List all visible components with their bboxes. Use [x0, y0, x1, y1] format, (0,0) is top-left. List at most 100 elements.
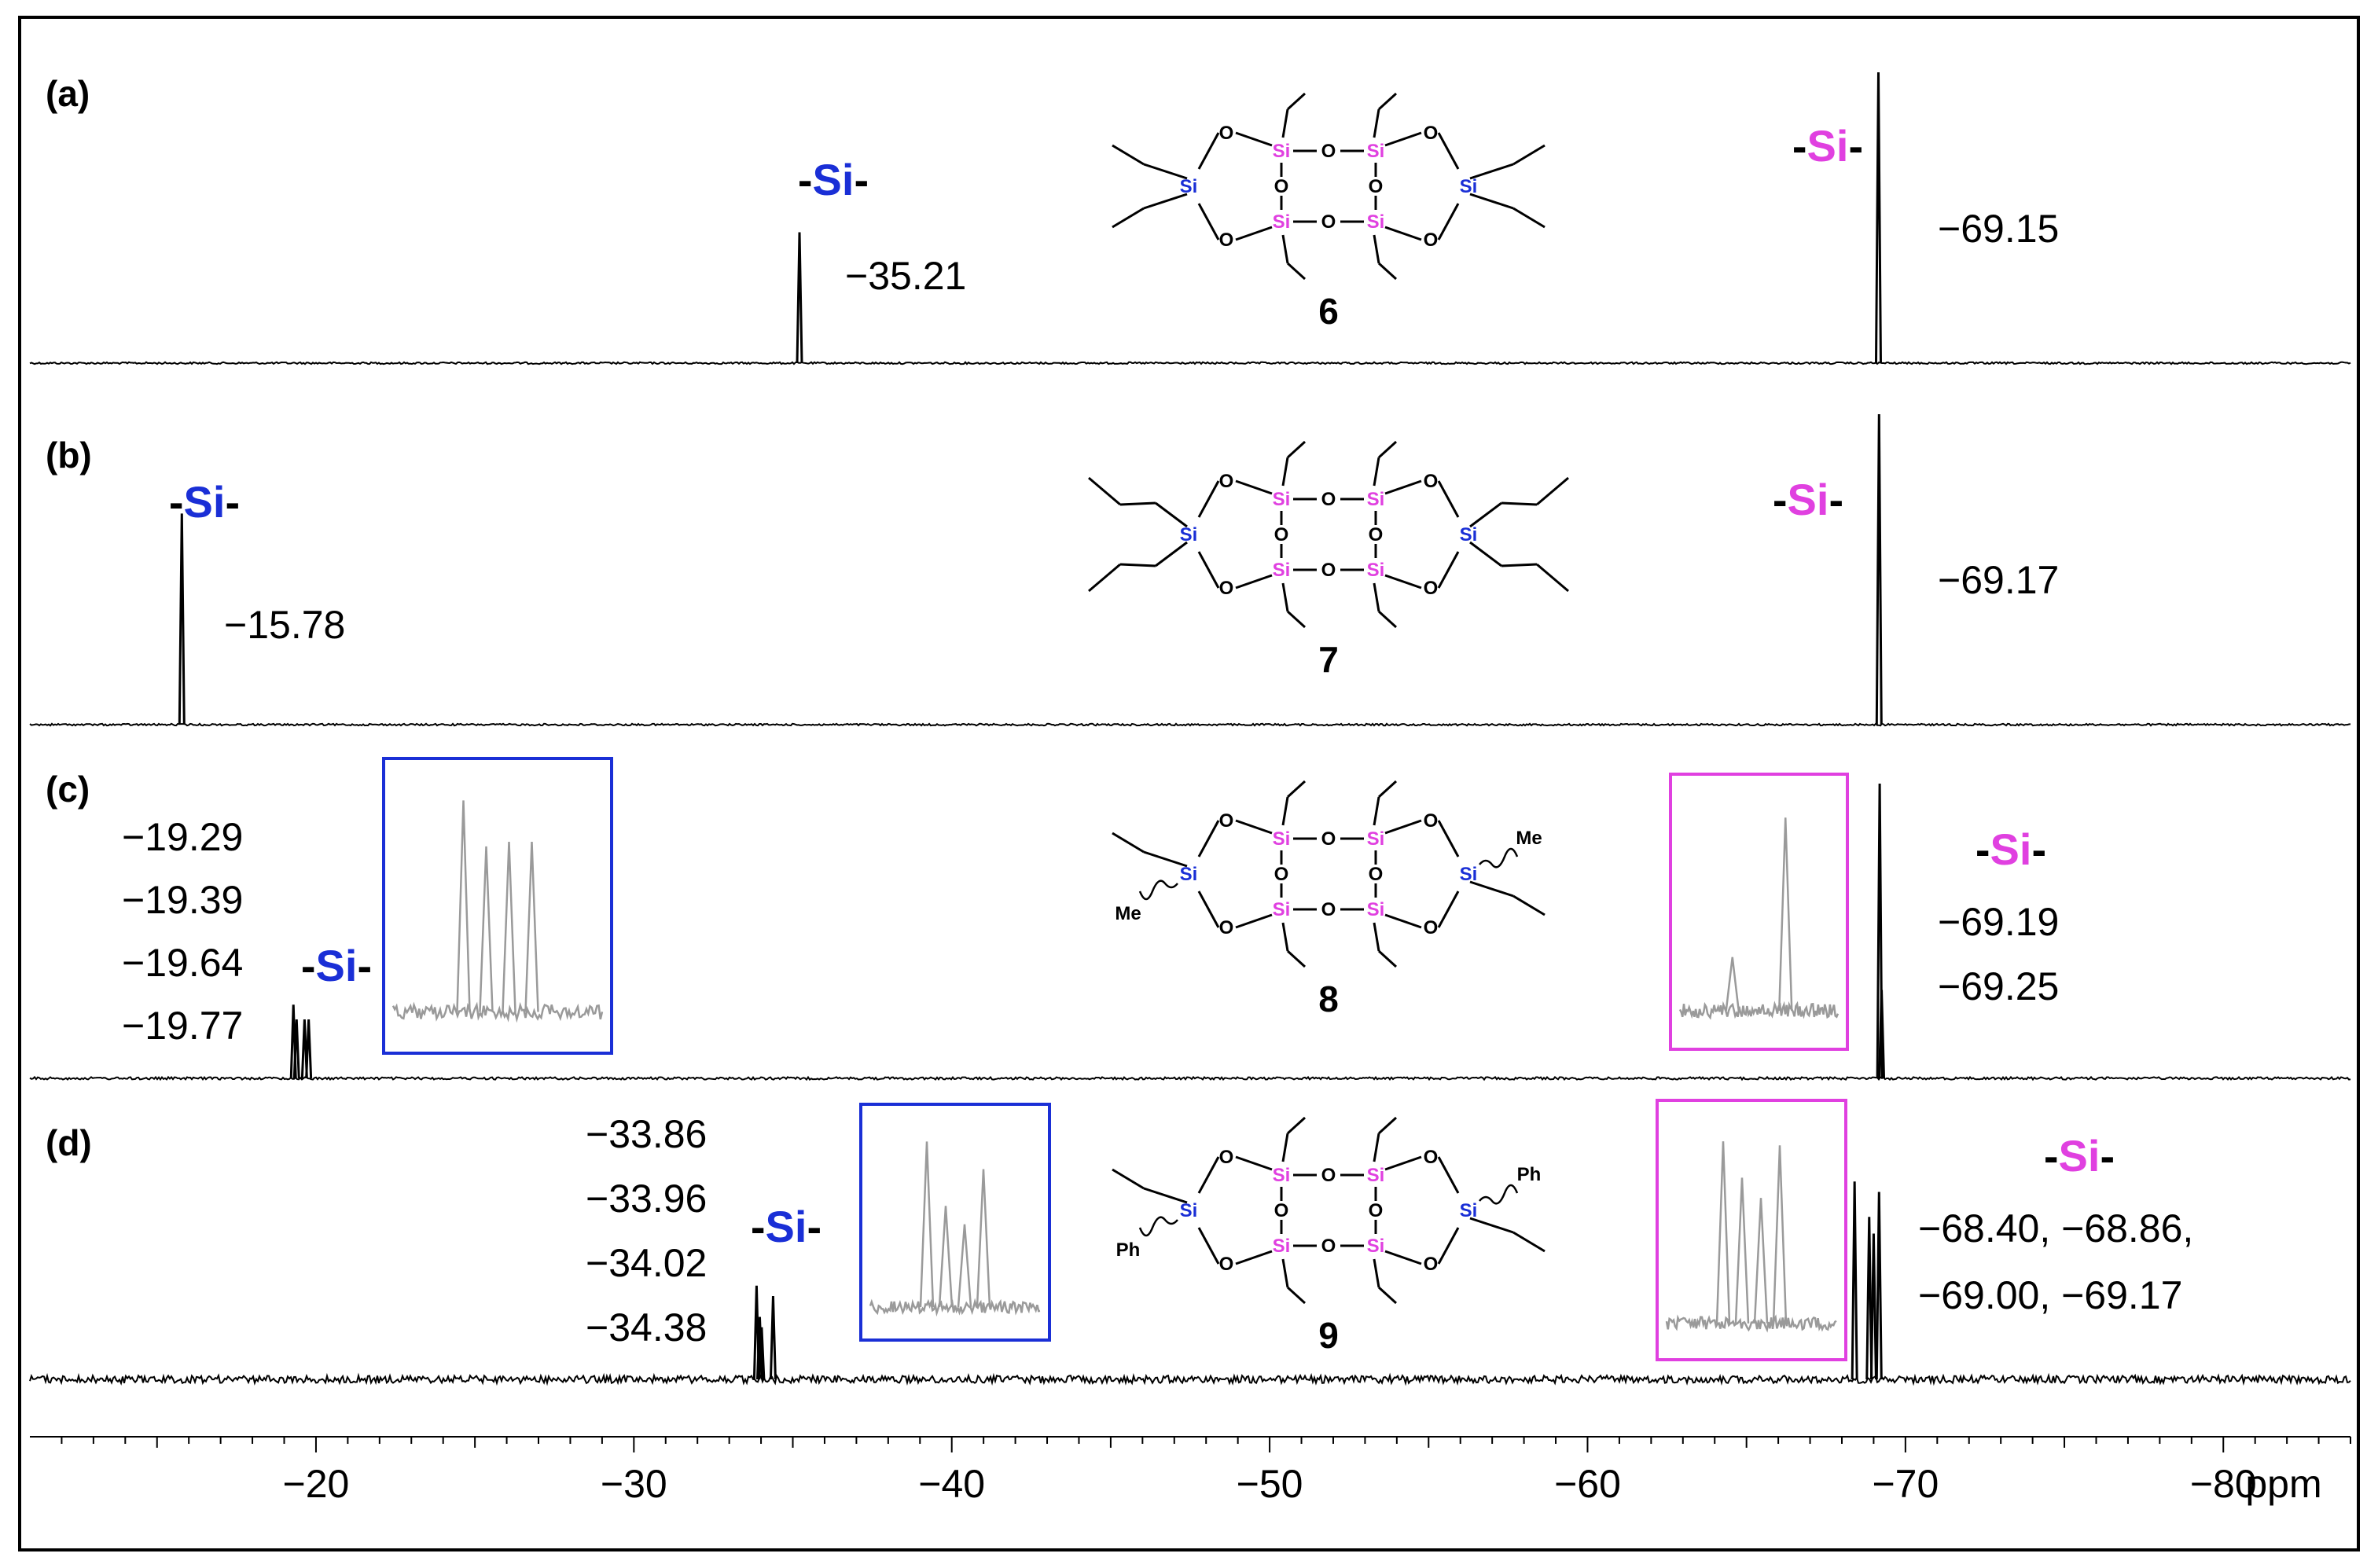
bond: [1512, 894, 1546, 916]
atom-si-ring: Si: [1367, 489, 1385, 510]
shift-label: −33.96: [586, 1177, 707, 1221]
atom-si-ring: Si: [1367, 1165, 1385, 1186]
shift-label: −19.64: [122, 941, 243, 985]
bond: [1536, 476, 1569, 506]
atom-o: O: [1369, 864, 1384, 885]
bond: [1373, 922, 1380, 952]
compound-number: 9: [1318, 1315, 1339, 1356]
bond: [1512, 207, 1546, 229]
molecule-structure-6: Si Si Si Si O O O O O O O O Si Si 6: [1112, 92, 1546, 332]
bond: [1286, 780, 1307, 799]
peak-magenta: [1875, 413, 1883, 725]
bond: [1281, 582, 1289, 612]
bond: [1437, 1227, 1460, 1265]
bond: [1281, 234, 1289, 264]
bond: [1437, 551, 1460, 589]
atom-o: O: [1424, 1147, 1439, 1168]
spectrum-baseline: [29, 1372, 2351, 1386]
inset-peak: [1772, 1145, 1788, 1324]
atom-o: O: [1219, 230, 1234, 251]
bond: [1235, 574, 1273, 589]
bond: [1286, 610, 1307, 629]
bond: [1469, 1217, 1514, 1234]
x-tick-label: −60: [1554, 1462, 1621, 1506]
bond: [1197, 1156, 1220, 1194]
inset-baseline: [391, 1001, 604, 1023]
compound-number: 8: [1318, 979, 1339, 1019]
inset-peak: [938, 1206, 954, 1308]
atom-o: O: [1219, 123, 1234, 144]
bond: [1536, 563, 1569, 593]
inset-frame: [1669, 773, 1849, 1051]
inset-blue: [382, 757, 613, 1055]
bond: [1235, 131, 1273, 147]
bond: [1112, 207, 1145, 229]
inset-frame: [859, 1103, 1051, 1342]
shift-label: −68.40, −68.86,: [1918, 1206, 2193, 1250]
bond: [1377, 440, 1398, 459]
atom-o: O: [1321, 1165, 1336, 1186]
bond: [1377, 1286, 1398, 1305]
bond: [1119, 563, 1156, 567]
bond: [1437, 890, 1460, 928]
bond: [1197, 1227, 1220, 1265]
inset-peak: [1715, 1141, 1731, 1324]
atom-o: O: [1424, 578, 1439, 599]
x-tick-label: −80: [2190, 1462, 2257, 1506]
atom-si-ring: Si: [1367, 141, 1385, 162]
bond: [1384, 479, 1422, 495]
bond: [1281, 922, 1289, 952]
bond: [1373, 582, 1380, 612]
peak-blue: [292, 1019, 300, 1079]
bond: [1143, 1187, 1188, 1204]
inset-peak: [456, 800, 471, 1012]
wavy-bond: [1479, 1184, 1519, 1205]
bond: [1373, 1258, 1380, 1288]
inset-peak: [1778, 817, 1793, 1012]
bond: [1384, 226, 1422, 241]
molecule-structure-7: Si Si Si Si O O O O O O O O Si Si 7: [1088, 440, 1569, 680]
si-label-blue: -Si-: [798, 155, 869, 204]
peak-blue: [758, 1327, 766, 1380]
atom-o: O: [1424, 1254, 1439, 1275]
bond: [1155, 501, 1188, 528]
bond: [1373, 234, 1380, 264]
si-label-magenta: -Si-: [1773, 475, 1843, 524]
panel-d: (d) −33.86 −33.96 −34.02 −34.38 -Si- -Si- −68.4…: [29, 1099, 2351, 1386]
bond: [1373, 1133, 1380, 1162]
atom-si-side: Si: [1180, 176, 1198, 197]
bond: [1377, 262, 1398, 281]
atom-o: O: [1219, 578, 1234, 599]
wavy-bond: [1138, 879, 1178, 901]
bond: [1281, 457, 1289, 487]
x-tick-label: −30: [601, 1462, 667, 1506]
bond: [1501, 501, 1538, 506]
shift-label: −34.02: [586, 1241, 707, 1285]
si-label-blue: -Si-: [301, 941, 372, 990]
molecule-structure-9: Si Si Si Si O O O O O O O O Si Si Ph Ph 9: [1112, 1116, 1546, 1356]
atom-o: O: [1321, 211, 1336, 233]
atom-o: O: [1424, 123, 1439, 144]
atom-o: O: [1321, 828, 1336, 850]
inset-peak: [479, 846, 494, 1012]
shift-label: −69.19: [1938, 900, 2059, 944]
bond: [1235, 1250, 1273, 1265]
shift-label: −19.39: [122, 878, 243, 922]
bond: [1119, 501, 1156, 506]
bond: [1437, 1156, 1460, 1194]
bond: [1235, 819, 1273, 835]
wavy-bond: [1138, 1216, 1178, 1237]
peak-blue: [178, 513, 186, 725]
inset-peak: [524, 842, 539, 1012]
atom-si-ring: Si: [1273, 1236, 1291, 1257]
compound-number: 7: [1318, 639, 1339, 680]
panel-label: (d): [46, 1122, 92, 1163]
bond: [1512, 144, 1546, 166]
bond: [1143, 163, 1188, 180]
bond: [1377, 92, 1398, 111]
atom-o: O: [1424, 230, 1439, 251]
bond: [1384, 1155, 1422, 1171]
shift-label: −19.29: [122, 815, 243, 859]
bond: [1197, 890, 1220, 928]
